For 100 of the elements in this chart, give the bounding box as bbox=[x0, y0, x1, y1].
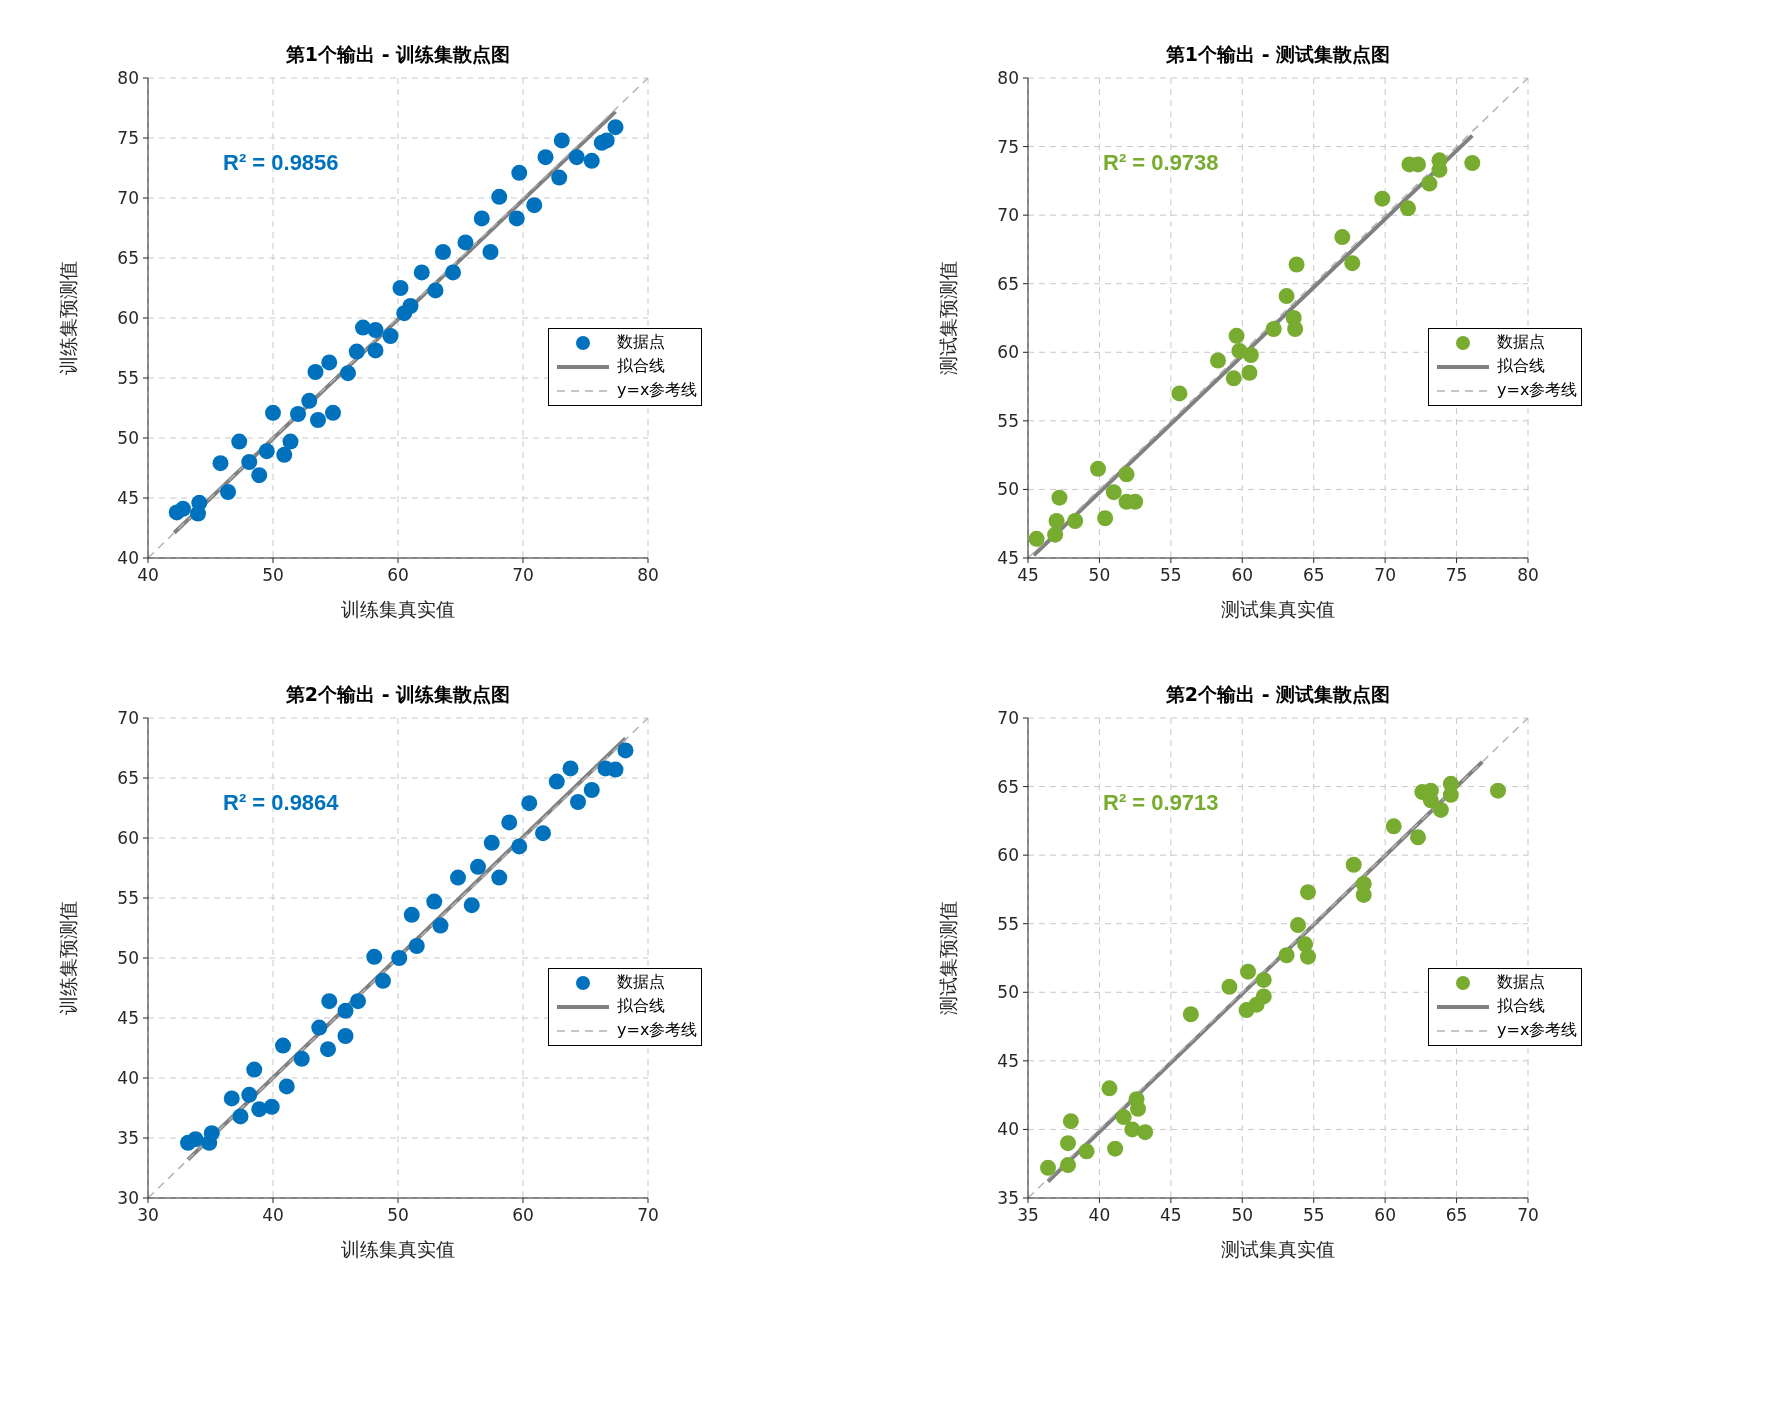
point bbox=[1255, 988, 1272, 1005]
x-axis-title: 测试集真实值 bbox=[1221, 1238, 1335, 1260]
point bbox=[470, 858, 486, 875]
point bbox=[508, 210, 525, 227]
x-tick-label: 60 bbox=[387, 565, 409, 586]
x-tick-label: 35 bbox=[1017, 1205, 1039, 1226]
point bbox=[337, 1002, 354, 1019]
point bbox=[450, 869, 466, 886]
point bbox=[1107, 1140, 1124, 1157]
point bbox=[617, 742, 634, 759]
point bbox=[1097, 510, 1114, 527]
y-tick-label: 45 bbox=[997, 1050, 1019, 1071]
point bbox=[241, 454, 258, 470]
point bbox=[548, 773, 565, 790]
point bbox=[607, 761, 624, 778]
point bbox=[553, 132, 570, 149]
point bbox=[251, 467, 268, 484]
x-tick-label: 80 bbox=[1517, 565, 1539, 586]
point bbox=[325, 404, 341, 421]
point bbox=[1432, 801, 1449, 818]
y-tick-label: 55 bbox=[997, 410, 1019, 431]
y-tick-label: 70 bbox=[997, 205, 1019, 226]
point bbox=[1385, 818, 1402, 835]
point bbox=[301, 392, 318, 409]
point bbox=[583, 782, 600, 798]
point bbox=[1060, 1135, 1076, 1152]
y-tick-label: 70 bbox=[117, 188, 139, 209]
point bbox=[1287, 320, 1304, 337]
point bbox=[427, 282, 444, 299]
point bbox=[483, 834, 500, 851]
point bbox=[1242, 347, 1259, 364]
point bbox=[537, 149, 554, 166]
y-tick-label: 65 bbox=[117, 768, 139, 789]
y-tick-label: 60 bbox=[117, 828, 139, 849]
point bbox=[293, 1050, 310, 1067]
point bbox=[290, 406, 306, 422]
x-tick-label: 50 bbox=[1231, 1205, 1254, 1226]
point bbox=[521, 795, 538, 812]
y-tick-label: 65 bbox=[997, 776, 1019, 797]
x-tick-label: 40 bbox=[1088, 1205, 1111, 1226]
point bbox=[1118, 466, 1135, 483]
point bbox=[311, 1019, 328, 1036]
point bbox=[511, 838, 528, 855]
point bbox=[366, 948, 383, 965]
y-axis-title: 测试集预测值 bbox=[936, 901, 959, 1015]
x-tick-label: 60 bbox=[512, 1205, 534, 1226]
point bbox=[282, 433, 299, 450]
y-tick-label: 65 bbox=[117, 248, 139, 269]
point bbox=[1278, 947, 1295, 964]
legend-label: 拟合线 bbox=[1497, 996, 1545, 1018]
y-tick-label: 40 bbox=[117, 548, 139, 569]
point bbox=[1374, 190, 1391, 207]
x-tick-label: 45 bbox=[1160, 1205, 1182, 1226]
point bbox=[1410, 829, 1426, 846]
point bbox=[203, 1125, 220, 1142]
x-tick-label: 55 bbox=[1302, 1205, 1325, 1226]
point bbox=[348, 343, 365, 360]
y-tick-label: 70 bbox=[117, 708, 139, 729]
point bbox=[320, 1041, 336, 1058]
point bbox=[276, 446, 293, 463]
point bbox=[278, 1078, 295, 1095]
x-tick-label: 45 bbox=[1017, 565, 1039, 586]
chart-title: 第2个输出 - 测试集散点图 bbox=[1164, 682, 1392, 707]
point bbox=[1115, 1109, 1132, 1126]
point bbox=[307, 364, 324, 380]
point bbox=[463, 897, 480, 914]
point bbox=[1300, 948, 1316, 965]
y-tick-label: 45 bbox=[997, 548, 1019, 569]
chart-title: 第1个输出 - 测试集散点图 bbox=[1164, 42, 1392, 67]
point bbox=[445, 264, 461, 281]
point bbox=[187, 1131, 204, 1148]
y-tick-label: 30 bbox=[117, 1188, 139, 1209]
point bbox=[598, 132, 615, 149]
point bbox=[310, 412, 326, 428]
x-tick-label: 55 bbox=[1160, 565, 1182, 586]
point bbox=[1101, 1080, 1118, 1097]
point bbox=[1182, 1006, 1199, 1023]
point bbox=[1060, 1157, 1076, 1174]
point bbox=[583, 152, 600, 169]
legend-label: y=x参考线 bbox=[1497, 1020, 1578, 1042]
x-tick-label: 50 bbox=[1088, 565, 1111, 586]
point bbox=[1228, 327, 1245, 344]
x-tick-label: 60 bbox=[1231, 565, 1254, 586]
point bbox=[408, 938, 425, 954]
point bbox=[413, 264, 430, 281]
point bbox=[340, 365, 356, 382]
point bbox=[1048, 512, 1065, 529]
point bbox=[246, 1061, 263, 1078]
point bbox=[321, 354, 338, 371]
point bbox=[1124, 1121, 1141, 1138]
point bbox=[1225, 370, 1242, 387]
y-tick-label: 35 bbox=[117, 1128, 139, 1149]
x-tick-label: 70 bbox=[512, 565, 534, 586]
point bbox=[1040, 1159, 1056, 1176]
point bbox=[562, 760, 579, 777]
point bbox=[402, 298, 419, 314]
x-tick-label: 80 bbox=[637, 565, 659, 586]
point bbox=[457, 234, 474, 251]
x-tick-label: 60 bbox=[1374, 1205, 1396, 1226]
point bbox=[1051, 489, 1068, 506]
